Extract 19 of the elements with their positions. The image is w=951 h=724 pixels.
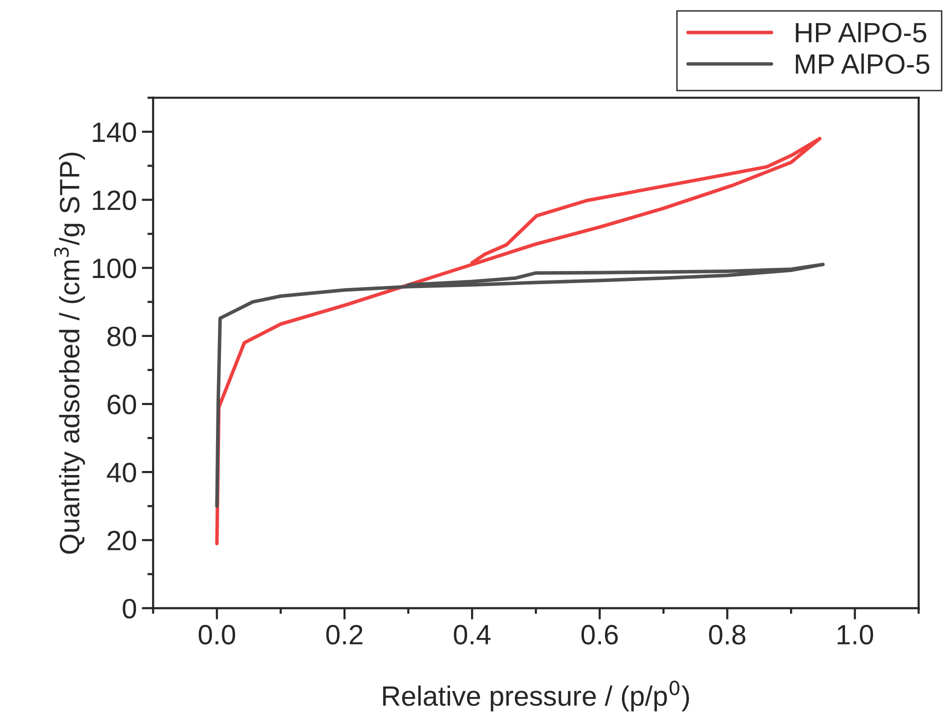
y-tick-label: 40	[106, 462, 136, 482]
x-axis-title: Relative pressure / (p/p$^{0}$)	[383, 680, 689, 712]
y-tick-label: 100	[92, 258, 136, 278]
x-tick-label: 0.8	[709, 624, 746, 645]
y-tick-label: 60	[108, 394, 136, 414]
y-axis-title: Quantity adsorbed / (cm$^{3}$/g STP)	[54, 152, 85, 554]
y-tick-label: 120	[92, 190, 136, 210]
y-tick-label: 20	[108, 530, 136, 550]
y-tick-label: 80	[107, 326, 136, 346]
x-tick-label: 0.2	[326, 624, 362, 645]
x-tick-label: 0.0	[198, 624, 236, 645]
x-tick-label: 0.4	[454, 624, 491, 645]
legend-label: HP AlPO-5	[796, 22, 926, 42]
y-tick-label: 0	[122, 598, 136, 618]
line-series	[215, 262, 825, 508]
y-tick-label: 140	[92, 122, 136, 142]
x-tick-label: 0.6	[581, 624, 618, 645]
x-tick-label: 1.0	[838, 624, 874, 645]
legend-label: MP AlPO-5	[796, 54, 930, 74]
